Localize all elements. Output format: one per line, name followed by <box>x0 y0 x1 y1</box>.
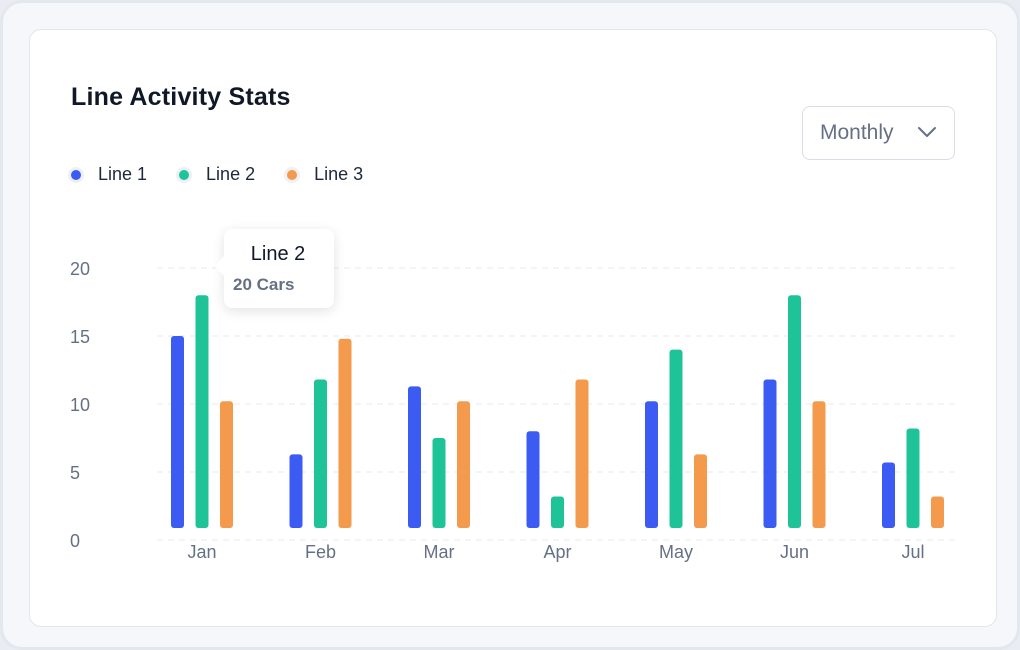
x-tick-label: May <box>659 542 693 562</box>
period-dropdown[interactable]: Monthly <box>802 106 955 160</box>
x-tick-label: Apr <box>543 542 571 562</box>
chart-legend: Line 1 Line 2 Line 3 <box>71 164 395 185</box>
bar-line-3 <box>812 401 826 528</box>
legend-item-line-1[interactable]: Line 1 <box>71 164 147 185</box>
tooltip-value: 20 Cars <box>233 275 295 294</box>
bar-line-2 <box>669 349 683 528</box>
legend-label: Line 1 <box>98 164 148 184</box>
bar-line-2 <box>314 379 327 528</box>
y-tick-label: 0 <box>70 531 80 551</box>
bar-line-2 <box>551 496 564 528</box>
legend-dot <box>287 169 298 180</box>
x-tick-label: Jun <box>780 542 809 562</box>
y-tick-label: 5 <box>70 463 80 483</box>
bar-line-2 <box>906 428 920 528</box>
bar-line-1 <box>882 462 895 528</box>
chart-tooltip: Line 2 20 Cars <box>224 229 334 308</box>
bar-line-1 <box>289 454 303 528</box>
x-tick-label: Mar <box>424 542 455 562</box>
y-tick-label: 10 <box>70 395 90 415</box>
bar-line-1 <box>526 431 540 528</box>
bar-line-3 <box>931 496 944 528</box>
legend-dot <box>71 169 81 180</box>
bar-line-1 <box>763 379 777 528</box>
y-tick-label: 20 <box>70 259 90 279</box>
bar-line-3 <box>338 338 352 528</box>
bar-line-1 <box>171 336 184 528</box>
chevron-down-icon <box>918 127 936 137</box>
bar-line-2 <box>195 295 209 528</box>
bar-line-3 <box>457 401 470 528</box>
card-title: Line Activity Stats <box>71 83 291 111</box>
x-tick-label: Jan <box>187 542 216 562</box>
bar-line-3 <box>575 379 589 528</box>
bar-line-2 <box>788 295 801 528</box>
legend-label: Line 3 <box>314 164 364 184</box>
bar-line-1 <box>408 386 421 528</box>
bar-line-1 <box>645 401 658 528</box>
x-tick-label: Feb <box>305 542 336 562</box>
stats-card: Line Activity Stats Monthly Line 1 Line … <box>29 29 997 627</box>
bar-line-3 <box>220 401 233 528</box>
legend-dot <box>179 169 190 180</box>
tooltip-series-name: Line 2 <box>250 243 306 265</box>
legend-item-line-3[interactable]: Line 3 <box>287 164 363 185</box>
legend-item-line-2[interactable]: Line 2 <box>179 164 255 185</box>
x-tick-label: Jul <box>901 542 924 562</box>
bar-line-3 <box>694 454 707 528</box>
bar-chart: 0 5 10 15 20 Jan Feb Mar Apr May Jun Jul <box>70 259 958 562</box>
y-tick-label: 15 <box>70 327 90 347</box>
period-dropdown-value: Monthly <box>820 121 894 144</box>
legend-label: Line 2 <box>206 164 256 184</box>
bar-line-2 <box>432 438 446 528</box>
